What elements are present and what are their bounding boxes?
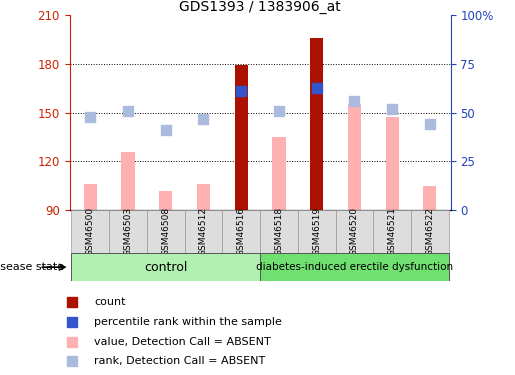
Bar xyxy=(184,210,222,253)
Text: GSM46519: GSM46519 xyxy=(312,207,321,256)
Title: GDS1393 / 1383906_at: GDS1393 / 1383906_at xyxy=(179,0,341,14)
Point xyxy=(388,106,396,112)
Bar xyxy=(373,210,411,253)
Bar xyxy=(122,152,134,210)
Text: GSM46522: GSM46522 xyxy=(425,207,434,256)
Bar xyxy=(260,210,298,253)
Bar xyxy=(336,210,373,253)
Point xyxy=(68,339,76,345)
Point xyxy=(68,358,76,364)
Text: value, Detection Call = ABSENT: value, Detection Call = ABSENT xyxy=(94,337,271,347)
Bar xyxy=(83,184,97,210)
Text: GSM46518: GSM46518 xyxy=(274,207,283,256)
Text: percentile rank within the sample: percentile rank within the sample xyxy=(94,317,282,327)
Bar xyxy=(72,253,260,281)
Text: count: count xyxy=(94,297,126,307)
Point xyxy=(68,299,76,305)
Bar xyxy=(423,186,437,210)
Point xyxy=(426,121,434,127)
Bar xyxy=(147,210,184,253)
Bar xyxy=(235,65,248,210)
Bar xyxy=(260,253,449,281)
Point xyxy=(199,116,208,122)
Bar xyxy=(222,210,260,253)
Point xyxy=(162,128,170,134)
Text: GSM46503: GSM46503 xyxy=(124,207,132,256)
Text: GSM46521: GSM46521 xyxy=(388,207,397,256)
Bar xyxy=(386,117,399,210)
Text: GSM46516: GSM46516 xyxy=(237,207,246,256)
Point xyxy=(237,88,245,94)
Text: GSM46512: GSM46512 xyxy=(199,207,208,256)
Bar xyxy=(109,210,147,253)
Point xyxy=(86,114,94,120)
Bar xyxy=(272,137,285,210)
Text: control: control xyxy=(144,261,187,274)
Text: GSM46500: GSM46500 xyxy=(86,207,95,256)
Bar xyxy=(298,210,336,253)
Bar xyxy=(197,184,210,210)
Text: diabetes-induced erectile dysfunction: diabetes-induced erectile dysfunction xyxy=(256,262,453,272)
Text: GSM46520: GSM46520 xyxy=(350,207,359,256)
Bar xyxy=(348,104,361,210)
Point xyxy=(313,85,321,91)
Bar xyxy=(159,190,173,210)
Point xyxy=(275,108,283,114)
Text: rank, Detection Call = ABSENT: rank, Detection Call = ABSENT xyxy=(94,356,266,366)
Text: GSM46508: GSM46508 xyxy=(161,207,170,256)
Point xyxy=(350,98,358,104)
Bar xyxy=(72,210,109,253)
Bar xyxy=(411,210,449,253)
Point xyxy=(124,108,132,114)
Text: disease state: disease state xyxy=(0,262,64,272)
Bar xyxy=(310,38,323,210)
Point xyxy=(68,319,76,325)
